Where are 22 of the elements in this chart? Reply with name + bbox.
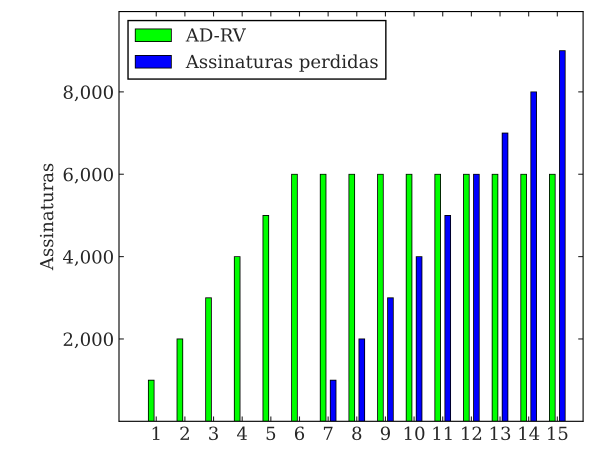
legend-label: AD-RV (186, 28, 246, 42)
x-tick-label: 6 (294, 426, 304, 440)
y-tick-label: 2,000 (64, 332, 113, 348)
x-tick-label: 11 (433, 426, 452, 440)
y-axis-title: Assinaturas (40, 164, 54, 270)
y-tick-label: 8,000 (64, 85, 113, 102)
x-tick-label: 15 (548, 426, 568, 440)
x-tick-label: 10 (404, 426, 424, 440)
y-tick-label: 6,000 (64, 168, 113, 184)
x-tick-label: 5 (266, 426, 276, 440)
x-tick-label: 8 (352, 426, 362, 440)
x-tick-label: 12 (462, 426, 482, 440)
x-tick-label: 9 (380, 426, 390, 440)
x-tick-label: 1 (152, 426, 160, 440)
y-tick-label: 4,000 (63, 250, 113, 266)
x-tick-label: 3 (209, 426, 218, 440)
x-tick-label: 4 (237, 426, 248, 440)
x-tick-label: 2 (180, 426, 189, 440)
x-tick-label: 13 (490, 426, 510, 440)
x-tick-label: 7 (324, 426, 333, 440)
x-tick-label: 14 (519, 426, 540, 440)
legend-label: Assinaturas perdidas (186, 54, 378, 72)
